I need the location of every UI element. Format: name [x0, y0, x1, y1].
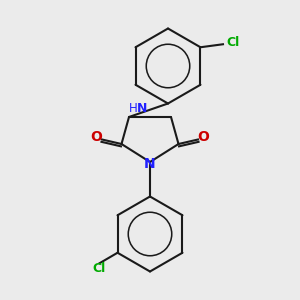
- Text: N: N: [137, 102, 147, 115]
- Text: Cl: Cl: [92, 262, 106, 275]
- Text: H: H: [128, 102, 137, 115]
- Text: O: O: [197, 130, 209, 144]
- Text: O: O: [91, 130, 103, 144]
- Text: Cl: Cl: [226, 36, 240, 49]
- Text: N: N: [144, 157, 156, 170]
